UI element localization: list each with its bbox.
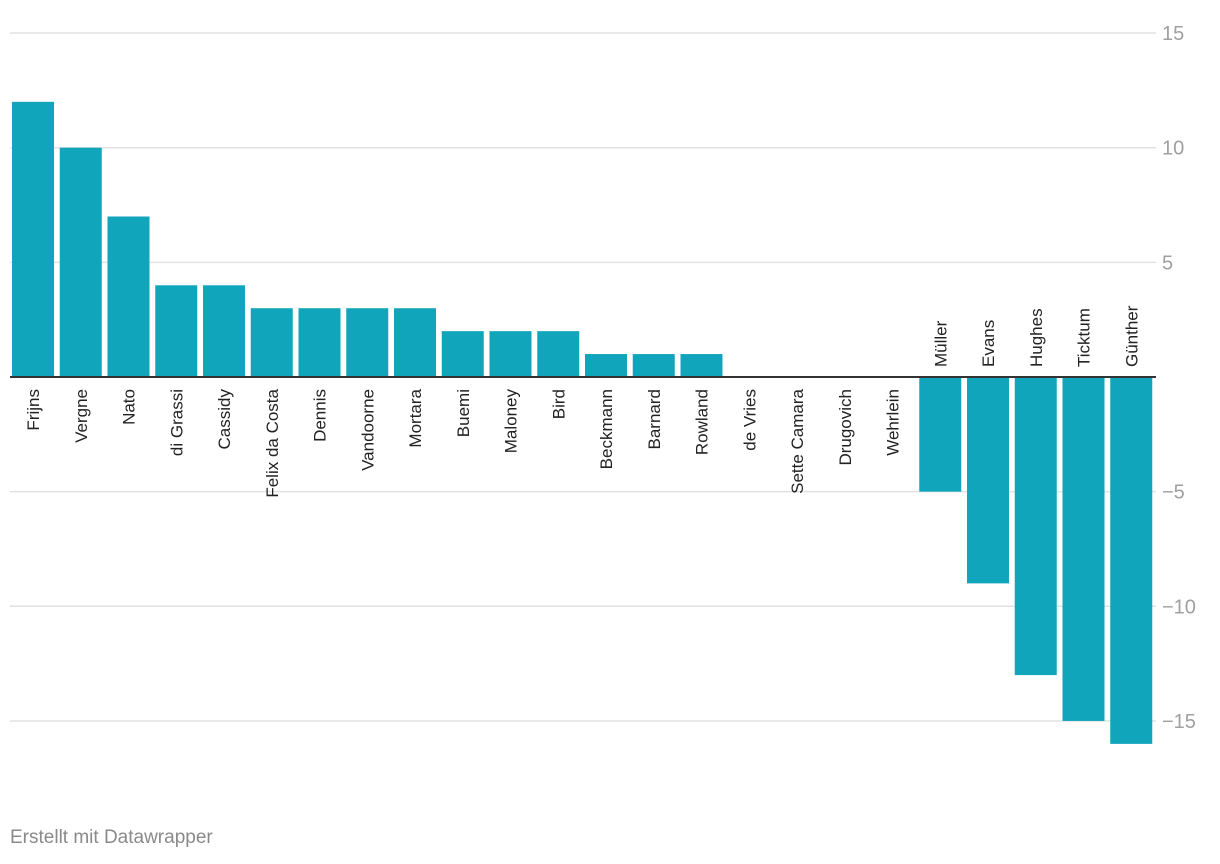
category-label: Müller: [931, 320, 950, 367]
bar: [155, 285, 198, 377]
bar: [967, 377, 1009, 584]
bar: [537, 331, 580, 377]
category-label: Drugovich: [836, 389, 855, 466]
bar: [346, 308, 389, 377]
category-label: Rowland: [693, 389, 712, 455]
category-label: Nato: [120, 389, 139, 425]
y-tick-label: −5: [1162, 482, 1185, 504]
bar: [394, 308, 436, 377]
bar: [680, 354, 723, 377]
bar: [1110, 377, 1153, 744]
bar: [12, 101, 54, 377]
y-tick-label: 10: [1162, 138, 1184, 160]
category-label: Hughes: [1027, 308, 1046, 367]
bar: [1014, 377, 1057, 676]
bar: [632, 354, 675, 377]
category-label: Ticktum: [1075, 308, 1094, 367]
category-label: Günther: [1122, 305, 1141, 367]
category-label: Frijns: [24, 389, 43, 431]
bar: [441, 331, 484, 377]
y-tick-label: −10: [1162, 596, 1196, 618]
bar: [298, 308, 341, 377]
bar: [59, 147, 102, 377]
y-axis-ticks: 15 10 5 −5 −10 −15: [1162, 23, 1196, 733]
category-label: Felix da Costa: [263, 388, 282, 497]
category-label: Mortara: [406, 388, 425, 447]
bar: [250, 308, 293, 377]
category-label: Vergne: [72, 389, 91, 443]
y-tick-label: −15: [1162, 711, 1196, 733]
category-label: Beckmann: [597, 389, 616, 469]
bar: [585, 354, 627, 377]
bar: [1062, 377, 1105, 721]
bar: [107, 216, 150, 377]
category-label: de Vries: [740, 389, 759, 451]
category-label: Maloney: [502, 389, 521, 454]
gridlines: [10, 32, 1156, 722]
category-label: Barnard: [645, 389, 664, 449]
category-label: Bird: [549, 389, 568, 419]
bar-chart: Frijns Vergne Nato di Grassi Cassidy Felix da…: [10, 23, 1196, 744]
category-label: di Grassi: [167, 389, 186, 456]
y-tick-label: 15: [1162, 23, 1184, 45]
bar: [203, 285, 245, 377]
category-label: Evans: [979, 320, 998, 367]
bar: [919, 377, 962, 492]
category-label: Cassidy: [215, 389, 234, 450]
category-label: Sette Camara: [788, 388, 807, 493]
datawrapper-credit: Erstellt mit Datawrapper: [10, 827, 213, 848]
category-labels: Frijns Vergne Nato di Grassi Cassidy Felix da…: [24, 305, 1141, 497]
category-label: Dennis: [311, 389, 330, 442]
bars: [12, 101, 1153, 744]
category-label: Buemi: [454, 389, 473, 437]
category-label: Wehrlein: [884, 389, 903, 456]
bar: [489, 331, 532, 377]
category-label: Vandoorne: [358, 389, 377, 471]
y-tick-label: 5: [1162, 252, 1173, 274]
